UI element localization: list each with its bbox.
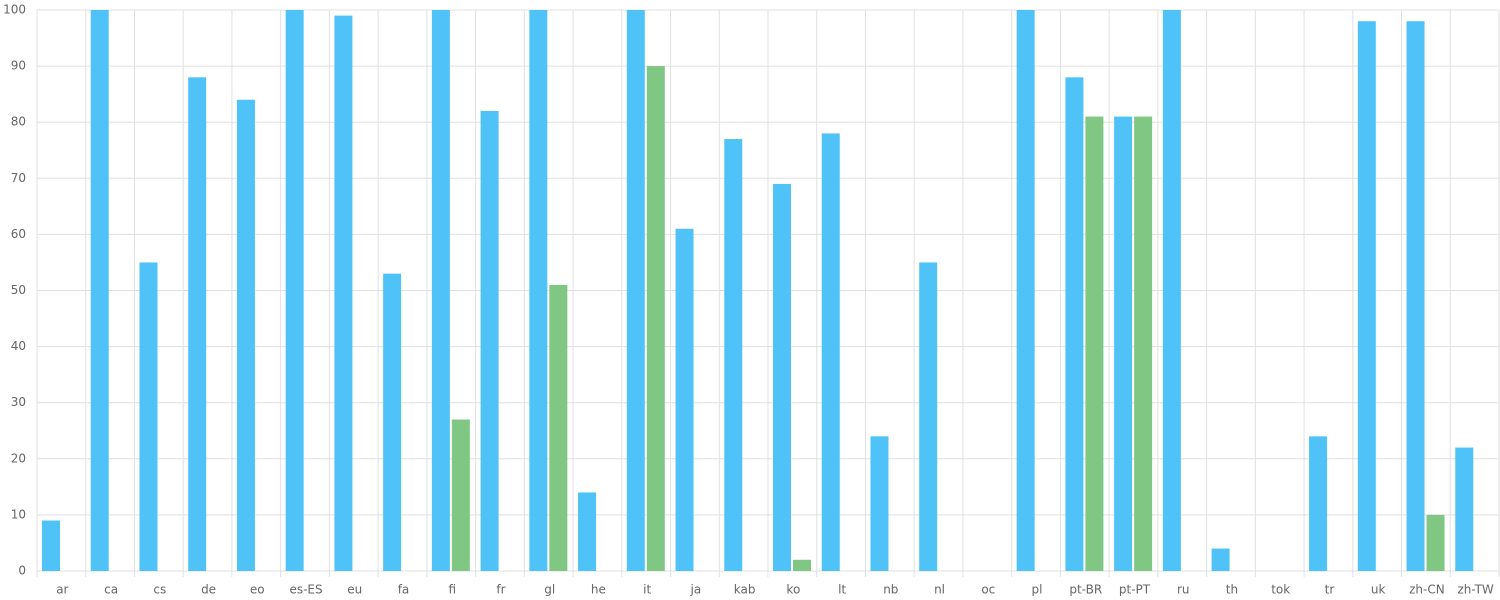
x-tick-label: cs [153, 583, 166, 597]
bar [529, 10, 548, 571]
bar [1016, 10, 1035, 571]
bar [42, 520, 60, 571]
bar [919, 262, 938, 571]
bar [1455, 447, 1474, 571]
bar [383, 273, 402, 571]
x-tick-label: zh-CN [1409, 583, 1445, 597]
bar [773, 183, 791, 571]
bar [870, 436, 889, 571]
bar [1426, 514, 1445, 571]
x-tick-label: oc [981, 583, 995, 597]
y-tick-label: 40 [11, 339, 26, 353]
x-tick-label: nb [883, 583, 898, 597]
x-tick-label: it [643, 583, 651, 597]
bar [675, 228, 694, 572]
x-tick-label: th [1226, 583, 1238, 597]
bar [334, 15, 353, 572]
bar [431, 10, 450, 571]
bar [1406, 21, 1425, 572]
bar [1357, 21, 1376, 572]
x-tick-label: pt-BR [1069, 583, 1102, 597]
bar [1085, 116, 1104, 571]
y-tick-label: 10 [11, 507, 26, 521]
x-tick-label: eo [250, 583, 265, 597]
x-tick-label: ar [56, 583, 68, 597]
bar [1065, 77, 1084, 571]
x-tick-label: ca [104, 583, 118, 597]
bar [724, 139, 743, 571]
bar [1309, 436, 1328, 571]
bar [285, 10, 304, 571]
x-tick-label: ko [786, 583, 800, 597]
x-tick-label: ru [1177, 583, 1190, 597]
bar [549, 284, 568, 571]
y-tick-label: 60 [11, 227, 26, 241]
bar [1114, 116, 1133, 571]
x-tick-label: fi [448, 583, 456, 597]
x-tick-label: pt-PT [1119, 583, 1151, 597]
bar [1211, 548, 1230, 571]
y-tick-label: 70 [11, 171, 26, 185]
bar [1162, 10, 1181, 571]
x-tick-label: fa [398, 583, 410, 597]
bar [793, 559, 811, 571]
bar [646, 66, 665, 571]
bar [90, 10, 109, 571]
x-tick-label: eu [347, 583, 362, 597]
bar [236, 99, 255, 571]
bar [1134, 116, 1153, 571]
y-tick-label: 80 [11, 115, 26, 129]
x-tick-label: pl [1032, 583, 1043, 597]
x-tick-label: zh-TW [1457, 583, 1493, 597]
bar [480, 110, 499, 571]
x-tick-label: he [591, 583, 606, 597]
x-tick-label: es-ES [289, 583, 322, 597]
y-tick-label: 50 [11, 283, 26, 297]
bar [578, 492, 597, 571]
y-tick-label: 100 [3, 3, 26, 17]
x-tick-label: de [201, 583, 216, 597]
x-tick-label: gl [544, 583, 555, 597]
x-tick-label: ja [690, 583, 702, 597]
x-tick-label: tr [1325, 583, 1335, 597]
x-tick-label: lt [838, 583, 846, 597]
y-tick-label: 90 [11, 59, 26, 73]
bar [821, 133, 840, 572]
x-tick-label: uk [1371, 583, 1386, 597]
x-tick-label: kab [734, 583, 756, 597]
bar [139, 262, 158, 571]
y-tick-label: 0 [18, 564, 26, 578]
x-tick-label: fr [496, 583, 505, 597]
bar [451, 419, 470, 571]
x-tick-label: nl [934, 583, 945, 597]
x-tick-label: tok [1271, 583, 1290, 597]
bar [626, 10, 645, 571]
y-tick-label: 20 [11, 451, 26, 465]
bar [188, 77, 207, 571]
y-tick-label: 30 [11, 395, 26, 409]
